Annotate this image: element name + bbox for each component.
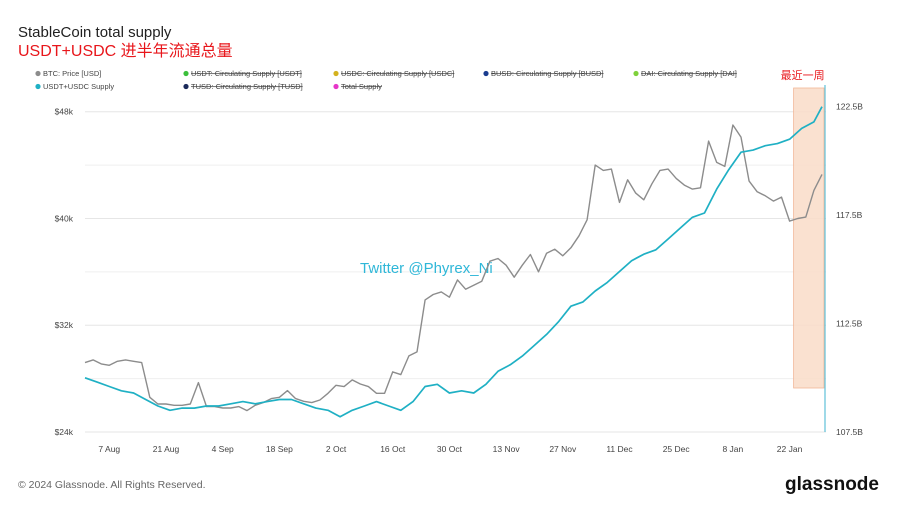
series-layer: [84, 106, 823, 418]
y-left-tick-label: $40k: [55, 213, 74, 223]
y-right-tick-label: 112.5B: [836, 319, 863, 329]
copyright-text: © 2024 Glassnode. All Rights Reserved.: [18, 479, 206, 491]
series-line-usdt-usdc-supply: [84, 106, 823, 418]
recent-week-label: 最近一周: [781, 69, 825, 82]
glassnode-logo: glassnode: [785, 474, 879, 495]
legend: BTC: Price [USD] USDT: Circulating Supply…: [35, 69, 737, 91]
y-left-tick-label: $24k: [55, 427, 74, 437]
x-tick-label: 2 Oct: [326, 444, 347, 454]
legend-dot-dai-circulating-supply-dai: [633, 70, 639, 77]
x-tick-label: 8 Jan: [722, 444, 743, 454]
y-left-tick-label: $48k: [55, 107, 74, 117]
watermark: Twitter @Phyrex_Ni: [360, 260, 493, 277]
y-right-tick-label: 117.5B: [836, 210, 863, 220]
x-tick-label: 4 Sep: [212, 444, 234, 454]
legend-item-tusd-circulating-supply-tusd[interactable]: TUSD: Circulating Supply [TUSD]: [191, 82, 303, 91]
x-tick-label: 16 Oct: [380, 444, 406, 454]
legend-item-total-supply[interactable]: Total Supply: [341, 82, 382, 91]
x-tick-label: 25 Dec: [663, 444, 691, 454]
x-tick-label: 13 Nov: [493, 444, 521, 454]
y-right-tick-label: 107.5B: [836, 427, 863, 437]
x-tick-label: 22 Jan: [777, 444, 803, 454]
axes-layer: 7 Aug 21 Aug 4 Sep 18 Sep 2 Oct 16 Oct 30 Oct 1…: [55, 102, 864, 454]
legend-item-usdc-circulating-supply-usdc[interactable]: USDC: Circulating Supply [USDC]: [341, 69, 454, 78]
x-tick-label: 11 Dec: [606, 444, 633, 454]
legend-item-btc-price-usd[interactable]: BTC: Price [USD]: [43, 69, 101, 78]
chart-subtitle: USDT+USDC 进半年流通总量: [18, 42, 233, 60]
legend-item-dai-circulating-supply-dai[interactable]: DAI: Circulating Supply [DAI]: [641, 69, 737, 78]
recent-week-highlight: [793, 87, 825, 389]
legend-dot-total-supply: [333, 83, 339, 90]
x-tick-label: 30 Oct: [437, 444, 463, 454]
grid: [85, 111, 826, 433]
legend-dot-busd-circulating-supply-busd: [483, 70, 489, 77]
legend-dot-tusd-circulating-supply-tusd: [183, 83, 189, 90]
legend-item-usdt-circulating-supply-usdt[interactable]: USDT: Circulating Supply [USDT]: [191, 69, 302, 78]
x-tick-label: 27 Nov: [549, 444, 577, 454]
legend-item-busd-circulating-supply-busd[interactable]: BUSD: Circulating Supply [BUSD]: [491, 69, 604, 78]
y-right-tick-label: 122.5B: [836, 102, 863, 112]
legend-dot-usdt-circulating-supply-usdt: [183, 70, 189, 77]
x-tick-label: 21 Aug: [153, 444, 180, 454]
x-tick-label: 7 Aug: [98, 444, 120, 454]
chart-title: StableCoin total supply: [18, 24, 172, 41]
legend-dot-btc-price-usd: [35, 70, 41, 77]
x-tick-label: 18 Sep: [266, 444, 293, 454]
legend-dot-usdt-usdc-supply: [35, 83, 41, 90]
legend-dot-usdc-circulating-supply-usdc: [333, 70, 339, 77]
legend-item-usdt-usdc-supply[interactable]: USDT+USDC Supply: [43, 82, 114, 91]
y-left-tick-label: $32k: [55, 320, 74, 330]
